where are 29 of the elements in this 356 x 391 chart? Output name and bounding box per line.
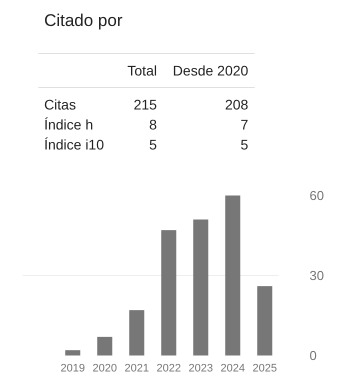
x-tick-label: 2021	[124, 362, 149, 374]
bar	[129, 310, 144, 356]
bar	[161, 230, 176, 356]
bar	[193, 220, 208, 356]
x-tick-label: 2022	[156, 362, 181, 374]
text: Citado por	[44, 11, 123, 30]
x-tick-label: 2025	[252, 362, 277, 374]
data-label: 208	[224, 96, 249, 112]
text: Desde 2020	[172, 62, 249, 78]
category-label: Índice h	[44, 116, 94, 132]
bar	[257, 286, 272, 356]
x-tick-label: 2024	[220, 362, 245, 374]
data-label: 7	[240, 116, 249, 132]
data-label: 5	[149, 136, 158, 152]
bar	[97, 336, 112, 356]
category-label: Índice i10	[44, 136, 104, 152]
y-tick-label: 0	[310, 348, 317, 363]
bar	[225, 196, 240, 356]
data-label: 8	[149, 116, 158, 132]
x-tick-label: 2023	[188, 362, 213, 374]
y-tick-label: 60	[310, 188, 324, 203]
x-tick-label: 2019	[60, 362, 85, 374]
bar	[65, 350, 80, 356]
y-tick-label: 30	[310, 268, 324, 283]
text: Total	[127, 62, 157, 78]
x-tick-label: 2020	[92, 362, 117, 374]
data-label: 215	[134, 96, 158, 112]
category-label: Citas	[44, 96, 76, 112]
data-label: 5	[240, 136, 249, 152]
